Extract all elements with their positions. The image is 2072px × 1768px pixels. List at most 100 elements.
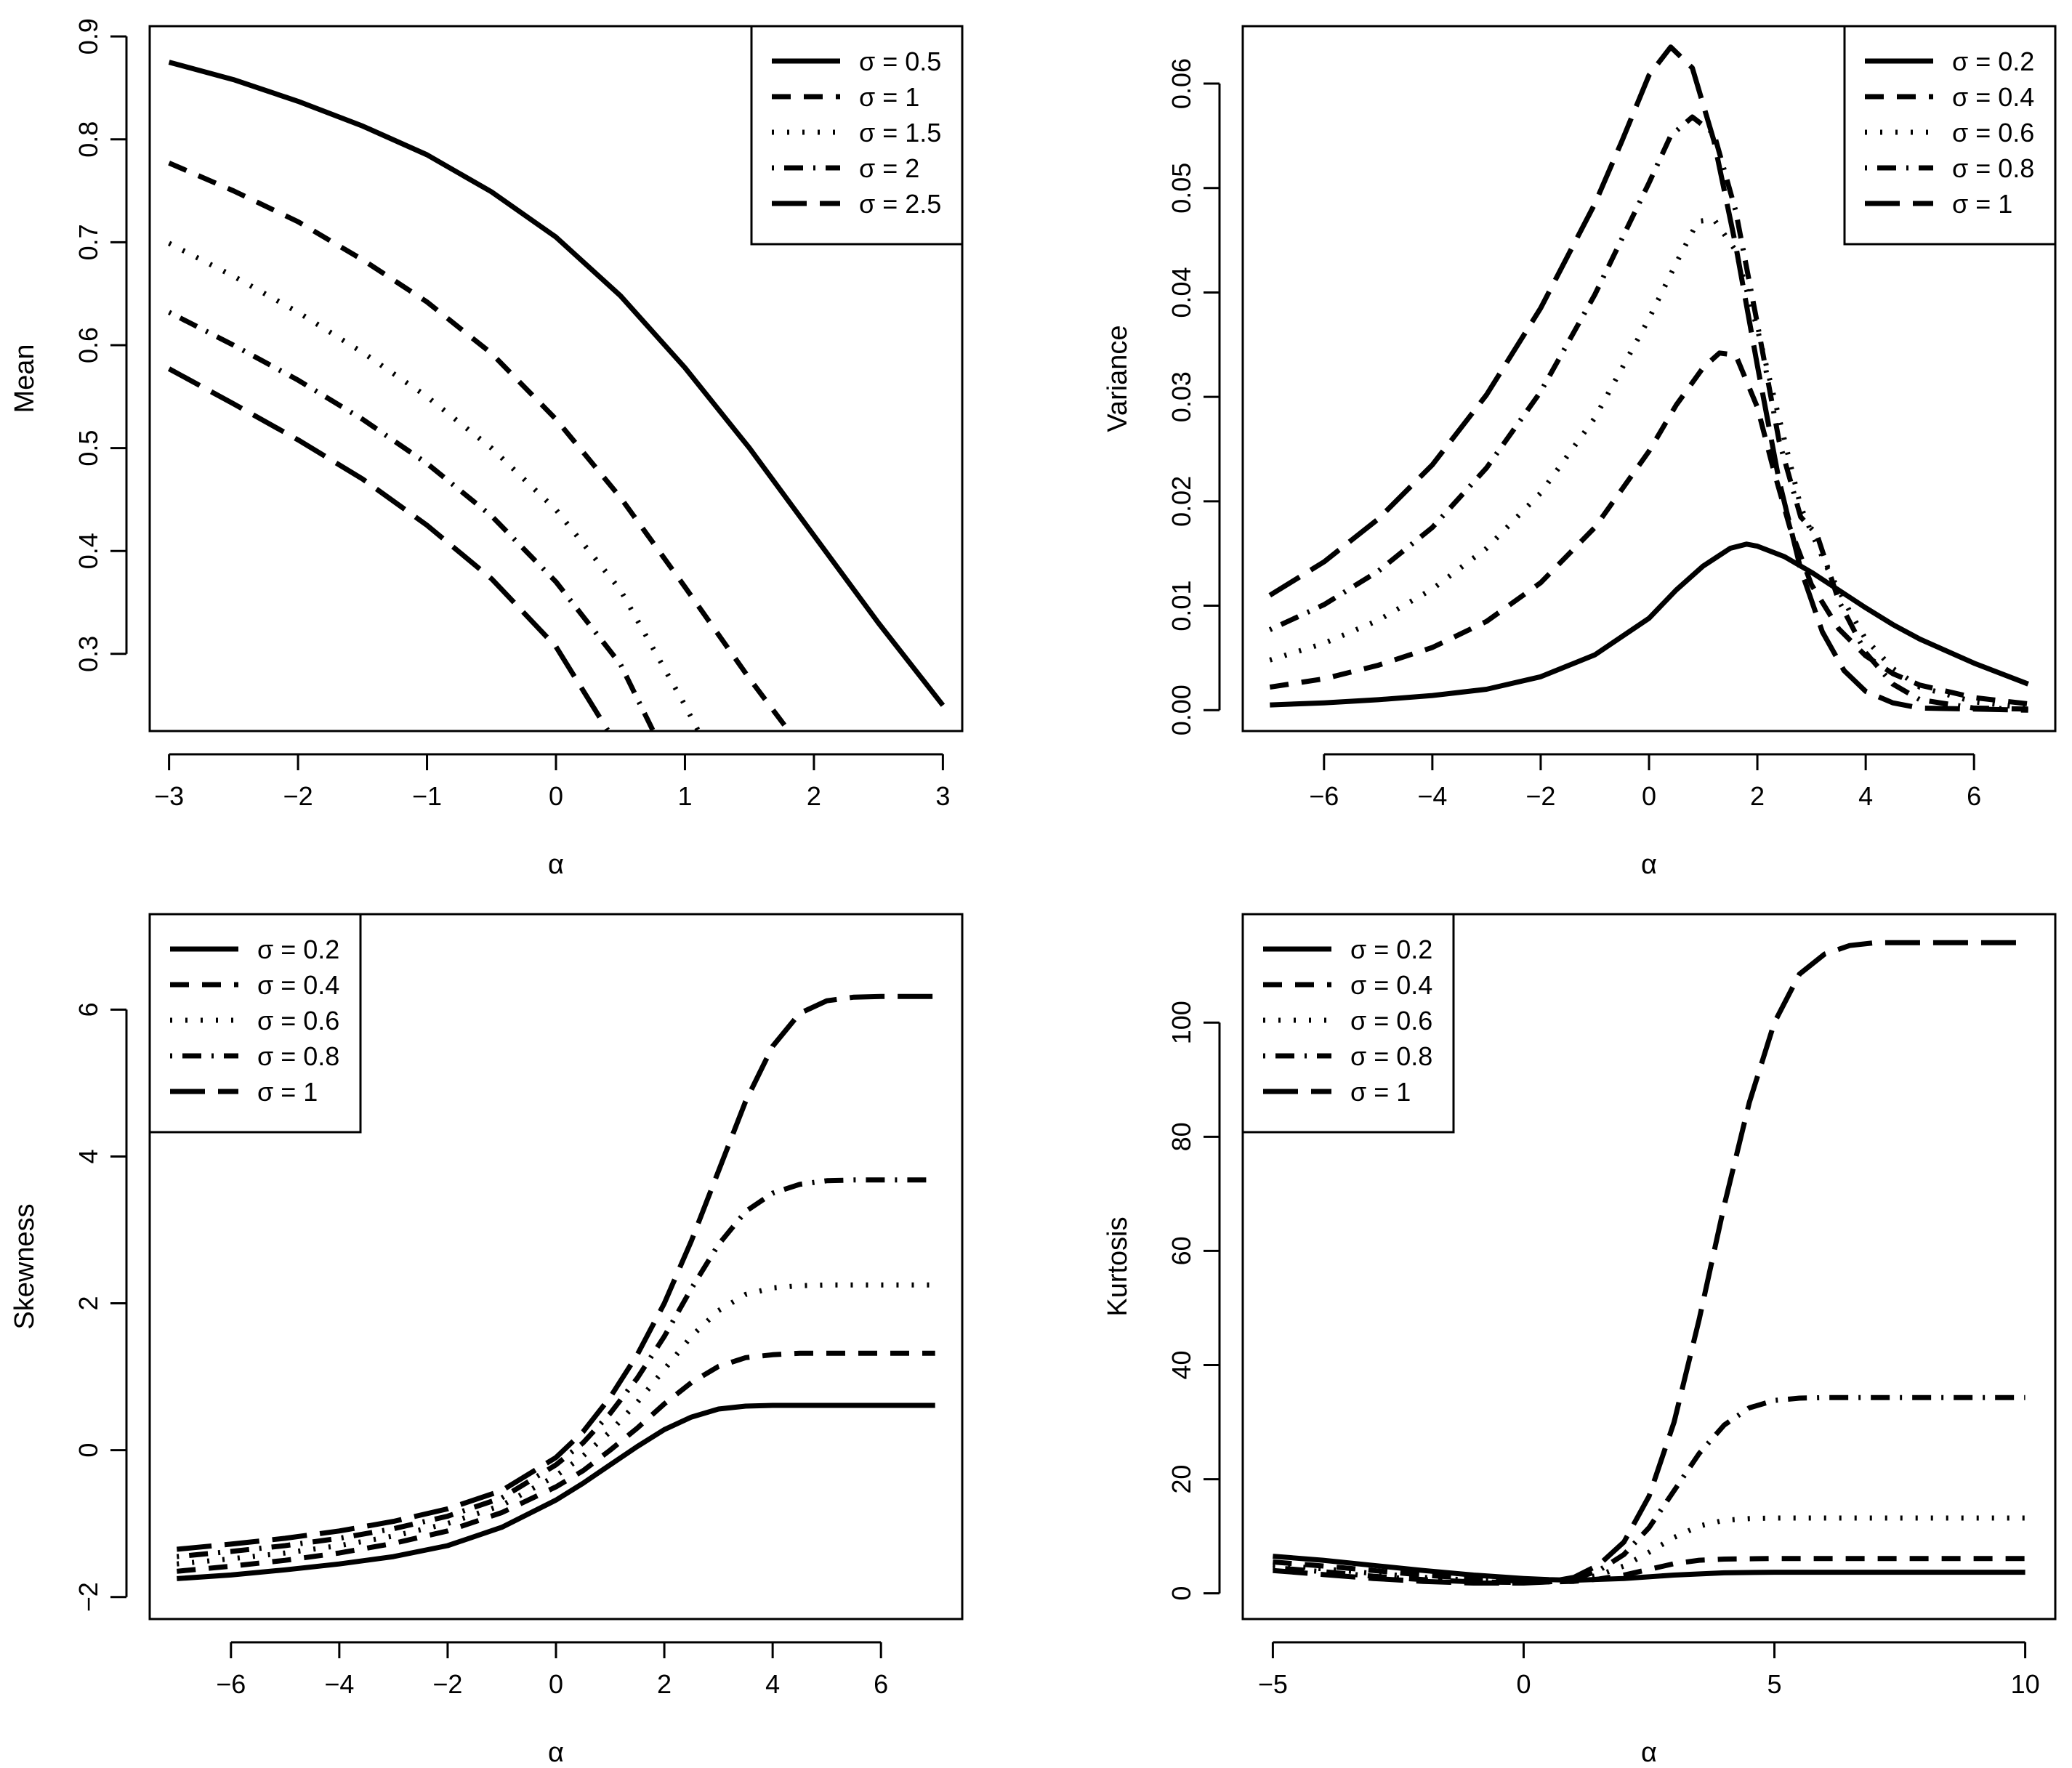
series-line-2 <box>1273 1556 2025 1585</box>
x-tick-label: −4 <box>1417 781 1447 811</box>
y-tick-label: 0 <box>1166 1586 1196 1601</box>
x-tick-label: 6 <box>1967 781 1981 811</box>
series-line-3 <box>1273 1515 2025 1585</box>
x-tick-label: −4 <box>324 1669 354 1699</box>
y-tick-label: 0.06 <box>1166 58 1196 109</box>
legend-label-3: σ = 0.6 <box>1350 1006 1432 1036</box>
legend-label-3: σ = 0.6 <box>1952 118 2034 148</box>
y-axis-title: Mean <box>9 344 40 413</box>
x-tick-label: 4 <box>1858 781 1873 811</box>
y-tick-label: 20 <box>1166 1465 1196 1494</box>
x-tick-label: 10 <box>2011 1669 2040 1699</box>
series-line-5 <box>1268 44 2028 713</box>
y-tick-label: 60 <box>1166 1236 1196 1265</box>
x-tick-label: 0 <box>1516 1669 1531 1699</box>
x-tick-label: 1 <box>677 781 692 811</box>
y-tick-label: 100 <box>1166 1001 1196 1044</box>
series-line-2 <box>176 1350 935 1574</box>
series-group <box>1273 940 2025 1586</box>
x-tick-label: −6 <box>1309 781 1339 811</box>
legend-label-5: σ = 1 <box>257 1077 318 1107</box>
x-tick-label: 2 <box>657 1669 672 1699</box>
series-line-1 <box>1270 541 2029 708</box>
y-tick-label: 0.04 <box>1166 267 1196 318</box>
legend-label-2: σ = 0.4 <box>1350 970 1432 1000</box>
legend-label-3: σ = 1.5 <box>859 118 941 148</box>
legend-label-5: σ = 1 <box>1350 1077 1411 1107</box>
legend: σ = 0.2 σ = 0.4 σ = 0.6 σ = 0.8 σ = 1 <box>148 913 362 1134</box>
series-group <box>167 60 946 731</box>
plot-frame <box>148 25 964 732</box>
legend-label-2: σ = 0.4 <box>257 970 339 1000</box>
series-line-1 <box>1273 1554 2025 1583</box>
series-line-4 <box>168 310 656 731</box>
y-tick-label: −2 <box>73 1582 103 1612</box>
x-tick-label: 3 <box>935 781 950 811</box>
x-tick-label: −2 <box>432 1669 462 1699</box>
x-tick-label: 0 <box>549 1669 563 1699</box>
plot-frame <box>1241 25 2057 732</box>
y-tick-label: 0.7 <box>73 224 103 260</box>
y-axis-title: Variance <box>1102 325 1133 432</box>
legend-label-3: σ = 0.6 <box>257 1006 339 1036</box>
series-line-5 <box>167 366 610 731</box>
series-line-3 <box>176 1282 935 1567</box>
legend-label-5: σ = 2.5 <box>859 189 941 219</box>
legend-label-4: σ = 0.8 <box>1350 1041 1432 1071</box>
series-line-2 <box>168 161 791 731</box>
series-line-1 <box>177 1402 935 1581</box>
x-tick-label: −6 <box>216 1669 246 1699</box>
legend-label-1: σ = 0.2 <box>257 935 339 964</box>
series-line-4 <box>1268 114 2028 712</box>
legend: σ = 0.2 σ = 0.4 σ = 0.6 σ = 0.8 σ = 1 <box>1241 913 1455 1134</box>
legend: σ = 0.5 σ = 1 σ = 1.5 σ = 2 σ = 2.5 <box>750 25 964 246</box>
x-axis-title: α <box>548 1737 564 1768</box>
panel-variance: −6 −4 −2 0 2 4 6 α 0.00 0.01 0.02 0.03 0.04 0.05 0.06 V… <box>1102 25 2057 880</box>
series-line-2 <box>1269 350 2029 707</box>
plot-frame <box>148 913 964 1620</box>
x-tick-label: −5 <box>1258 1669 1288 1699</box>
series-group <box>1268 44 2029 713</box>
legend-label-5: σ = 1 <box>1952 189 2012 219</box>
y-tick-label: 0.3 <box>73 636 103 672</box>
series-line-5 <box>176 993 935 1552</box>
x-axis-title: α <box>548 849 564 880</box>
panel-mean: −3 −2 −1 0 1 2 3 α 0.3 0.4 0.5 0.6 0.7 0.8 0.9 Mean σ = … <box>9 18 964 880</box>
y-tick-label: 4 <box>73 1149 103 1163</box>
x-tick-label: −3 <box>154 781 184 811</box>
y-tick-label: 80 <box>1166 1122 1196 1151</box>
x-tick-label: 0 <box>549 781 563 811</box>
y-axis-title: Skewness <box>9 1203 40 1329</box>
y-tick-label: 0.01 <box>1166 581 1196 631</box>
y-tick-label: 0.02 <box>1166 476 1196 527</box>
x-tick-label: −2 <box>1525 781 1555 811</box>
y-tick-label: 6 <box>73 1002 103 1017</box>
legend-label-4: σ = 0.8 <box>257 1041 339 1071</box>
series-line-1 <box>168 60 946 707</box>
x-axis-title: α <box>1641 1737 1657 1768</box>
y-tick-label: 0.9 <box>73 18 103 55</box>
y-tick-label: 0 <box>73 1443 103 1458</box>
x-tick-label: 0 <box>1642 781 1656 811</box>
legend-label-4: σ = 0.8 <box>1952 153 2034 183</box>
y-tick-label: 0.8 <box>73 121 103 158</box>
y-tick-label: 2 <box>73 1296 103 1311</box>
x-tick-label: 6 <box>874 1669 888 1699</box>
x-tick-label: 5 <box>1767 1669 1782 1699</box>
series-line-4 <box>1273 1394 2025 1586</box>
x-tick-label: −2 <box>283 781 313 811</box>
series-group <box>176 993 935 1581</box>
series-line-3 <box>168 241 701 731</box>
y-tick-label: 0.03 <box>1166 371 1196 422</box>
plot-frame <box>1241 913 2057 1620</box>
y-tick-label: 40 <box>1166 1350 1196 1379</box>
x-axis-title: α <box>1641 849 1657 880</box>
legend-label-1: σ = 0.5 <box>859 47 941 76</box>
x-tick-label: −1 <box>412 781 442 811</box>
y-tick-label: 0.5 <box>73 430 103 467</box>
legend-label-2: σ = 0.4 <box>1952 82 2034 112</box>
x-tick-label: 4 <box>765 1669 780 1699</box>
